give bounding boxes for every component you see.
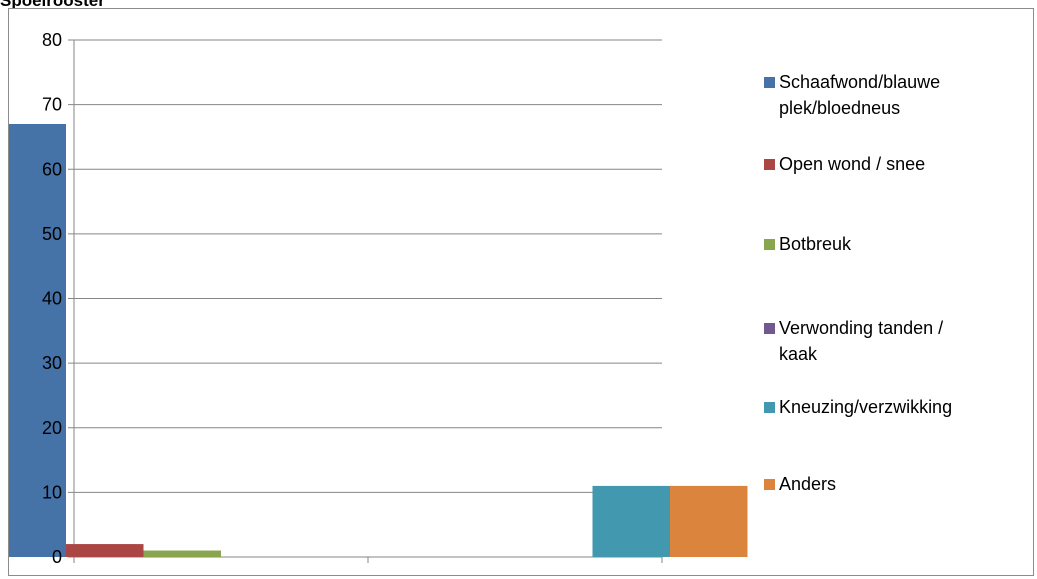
legend-swatch	[764, 479, 775, 490]
bar-open-wond-snee	[66, 544, 144, 557]
legend-label: Anders	[779, 474, 837, 494]
legend-label: Kneuzing/verzwikking	[779, 397, 953, 417]
legend-label: Schaafwond/blauwe plek/bloedneus	[779, 72, 941, 118]
legend-swatch	[764, 323, 775, 334]
legend-item: Botbreuk	[764, 231, 1034, 257]
legend-item: Kneuzing/verzwikking	[764, 394, 1034, 420]
y-tick-label: 10	[42, 482, 62, 502]
y-tick-label: 80	[42, 30, 62, 50]
legend-swatch	[764, 239, 775, 250]
legend-swatch	[764, 77, 775, 88]
axes	[68, 39, 663, 563]
bar-schaafwond-blauwe-plek-bloedneus	[9, 124, 66, 557]
legend-label: Verwonding tanden / kaak	[779, 318, 944, 364]
legend-item: Schaafwond/blauwe plek/bloedneus	[764, 69, 1034, 121]
legend-item: Open wond / snee	[764, 151, 1034, 177]
legend-label: Botbreuk	[779, 234, 852, 254]
bar-kneuzing-verzwikking	[592, 485, 670, 557]
gridlines	[74, 39, 662, 493]
legend-item: Anders	[764, 471, 1034, 497]
y-tick-label: 30	[42, 353, 62, 373]
legend-swatch	[764, 159, 775, 170]
y-tick-label: 70	[42, 95, 62, 115]
bars	[9, 124, 748, 557]
y-tick-label: 40	[42, 289, 62, 309]
y-tick-label: 20	[42, 418, 62, 438]
bar-chart: 0 10 20 30 40 50 60 70 80	[9, 30, 748, 567]
legend-swatch	[764, 402, 775, 413]
legend-label: Open wond / snee	[779, 154, 926, 174]
y-tick-labels: 0 10 20 30 40 50 60 70 80	[42, 30, 62, 567]
legend-item: Verwonding tanden / kaak	[764, 315, 1034, 367]
chart-area: 0 10 20 30 40 50 60 70 80 Schaafwond/blauwe plek…	[8, 8, 1034, 576]
y-tick-label: 50	[42, 224, 62, 244]
chart-title: Spoelrooster	[0, 0, 105, 10]
bar-anders	[670, 485, 748, 557]
y-tick-label: 60	[42, 159, 62, 179]
y-tick-label: 0	[52, 547, 62, 567]
bar-botbreuk	[143, 550, 221, 557]
